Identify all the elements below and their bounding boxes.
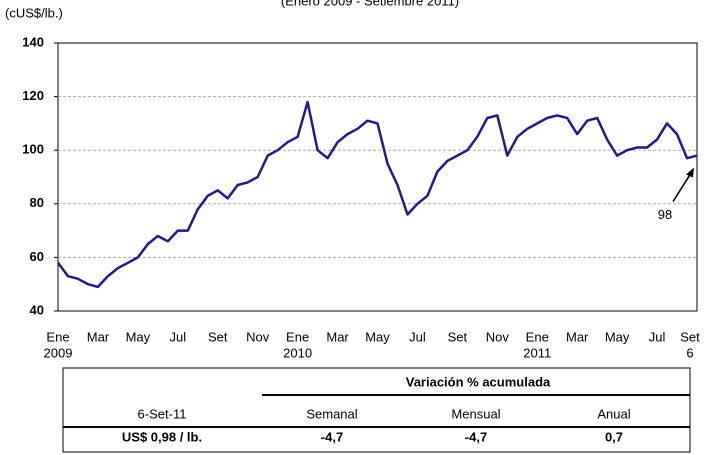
table-cell: -4,7	[465, 429, 487, 444]
x-tick-label: Jul	[170, 329, 187, 344]
x-tick-label: Mar	[566, 329, 589, 344]
table-column: Semanal	[306, 406, 357, 421]
plot-frame	[57, 42, 698, 312]
table-column: Anual	[597, 406, 630, 421]
table-cell: US$ 0,98 / lb.	[122, 429, 202, 444]
table-cell: 0,7	[605, 429, 623, 444]
x-tick-label: Ene	[46, 329, 69, 344]
x-tick-label: Ene	[286, 329, 309, 344]
x-tick-label: Jul	[649, 329, 666, 344]
y-tick-label: 100	[22, 142, 44, 157]
x-tick-sublabel: 2009	[44, 345, 73, 360]
table-cell: -4,7	[321, 429, 343, 444]
x-tick-sublabel: 2010	[283, 345, 312, 360]
x-tick-label: Mar	[326, 329, 349, 344]
chart-subtitle: (Enero 2009 - Setiembre 2011)	[281, 0, 459, 8]
y-tick-label: 80	[30, 195, 44, 210]
x-tick-label: Nov	[486, 329, 510, 344]
y-tick-label: 60	[30, 249, 44, 264]
x-tick-label: Set	[448, 329, 468, 344]
table-header: Variación % acumulada	[406, 374, 551, 389]
table-column: Mensual	[451, 406, 500, 421]
x-tick-label: Set	[680, 329, 700, 344]
x-tick-label: Jul	[409, 329, 426, 344]
x-tick-label: May	[605, 329, 630, 344]
x-tick-sublabel: 2011	[523, 345, 551, 360]
y-tick-label: 140	[22, 34, 44, 49]
x-tick-label: May	[365, 329, 390, 344]
x-tick-label: Nov	[246, 329, 270, 344]
annotation-arrowhead	[686, 167, 694, 178]
y-tick-label: 40	[30, 302, 44, 317]
table-column: 6-Set-11	[138, 406, 187, 421]
y-axis-label: (cUS$/lb.)	[5, 5, 63, 20]
annotation-label: 98	[658, 207, 672, 222]
price-line	[56, 100, 698, 289]
x-tick-label: Ene	[526, 329, 549, 344]
x-tick-sublabel: 6	[686, 345, 693, 360]
y-tick-label: 120	[22, 88, 44, 103]
x-tick-label: May	[126, 329, 151, 344]
table-frame	[62, 367, 691, 453]
x-tick-label: Set	[208, 329, 228, 344]
annotation-arrow	[672, 171, 693, 202]
x-tick-label: Mar	[87, 329, 110, 344]
